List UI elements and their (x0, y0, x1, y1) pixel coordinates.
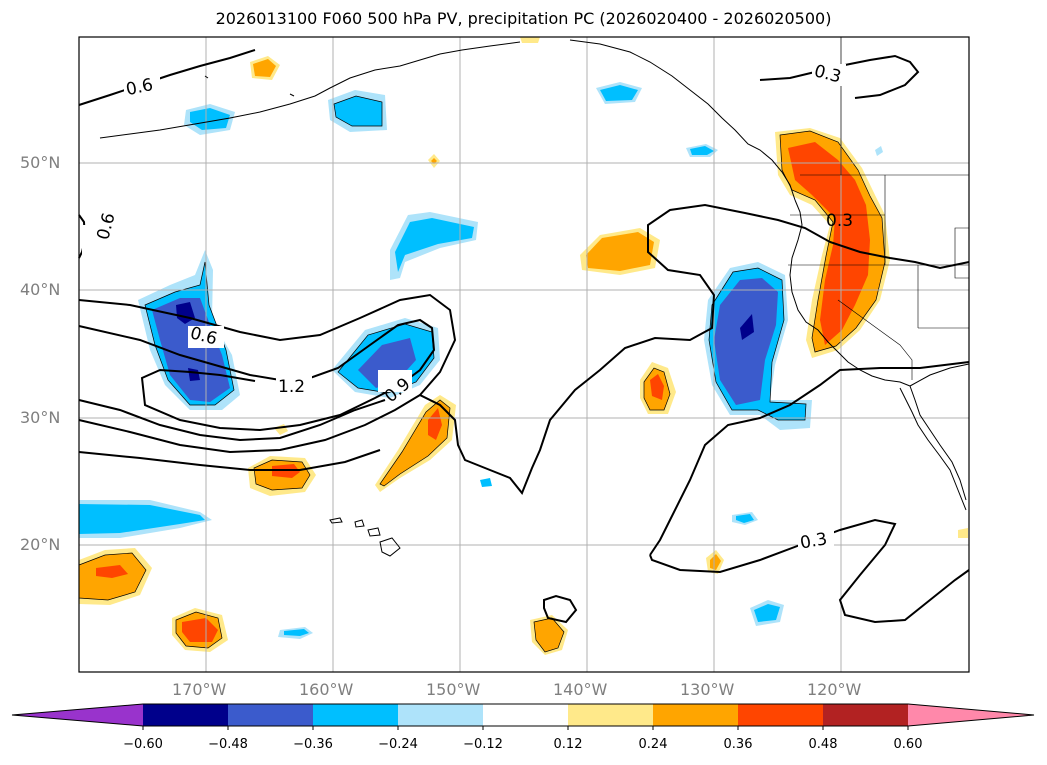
pos-anomaly-diagonal (375, 395, 456, 492)
neg-anomaly-north-4 (596, 82, 642, 104)
colorbar-tick-label: −0.12 (463, 737, 503, 752)
colorbar-tick-label: 0.48 (808, 737, 838, 752)
colorbar-segment (738, 704, 823, 726)
colorbar-segment (823, 704, 908, 726)
colorbar-tick-label: −0.36 (293, 737, 333, 752)
pos-anomaly-south-west (172, 608, 228, 652)
map-frame (78, 36, 970, 673)
neg-anomaly-small-blobs (278, 146, 883, 639)
neg-anomaly-north-5 (686, 144, 718, 157)
colorbar-segment (568, 704, 653, 726)
lon-label-170w: 170°W (172, 680, 227, 699)
colorbar-tick-label: −0.48 (208, 737, 248, 752)
colorbar-tick-label: −0.24 (378, 737, 418, 752)
pos-anomaly-subtropic-west (79, 548, 152, 605)
neg-anomaly-north-3 (184, 104, 235, 135)
pos-anomaly-east-central (580, 228, 660, 275)
contour-label-0.3-south: 0.3 (799, 529, 829, 553)
colorbar-tick-label: 0.12 (553, 737, 583, 752)
colorbar-segment (653, 704, 738, 726)
lon-label-130w: 130°W (680, 680, 735, 699)
lon-label-160w: 160°W (299, 680, 354, 699)
lat-label-50n: 50°N (20, 153, 61, 172)
lat-label-30n: 30°N (20, 408, 61, 427)
colorbar-segment (313, 704, 398, 726)
colorbar-segment (228, 704, 313, 726)
neg-anomaly-north-1 (390, 212, 478, 280)
lat-label-40n: 40°N (20, 280, 61, 299)
lon-label-140w: 140°W (553, 680, 608, 699)
colorbar-tick-label: −0.60 (123, 737, 163, 752)
colorbar-segment (398, 704, 483, 726)
colorbar-tick-label: 0.60 (893, 737, 923, 752)
contour-label-1.2: 1.2 (278, 377, 305, 397)
lat-label-20n: 20°N (20, 535, 61, 554)
lon-label-150w: 150°W (426, 680, 481, 699)
colorbar-tick-label: 0.24 (638, 737, 668, 752)
coastlines (99, 39, 970, 557)
colorbar-extend-min (12, 704, 143, 726)
colorbar (11, 703, 1035, 730)
map-title: 2026013100 F060 500 hPa PV, precipitatio… (215, 9, 832, 28)
colorbar-segment (483, 704, 568, 726)
lon-label-120w: 120°W (807, 680, 862, 699)
contour-labels: 0.6 0.6 0.6 1.2 0.9 0.3 0.3 0.3 (82, 61, 853, 554)
pos-anomaly-hawaii-west (248, 456, 316, 496)
colorbar-tick-label: 0.36 (723, 737, 753, 752)
colorbar-segment (143, 704, 228, 726)
colorbar-extend-max (908, 704, 1034, 726)
pv-contours (78, 49, 970, 624)
contour-label-0.3-coast: 0.3 (826, 211, 853, 231)
neg-anomaly-east-pacific (704, 262, 812, 430)
neg-anomaly-subtropic-west (79, 500, 212, 538)
